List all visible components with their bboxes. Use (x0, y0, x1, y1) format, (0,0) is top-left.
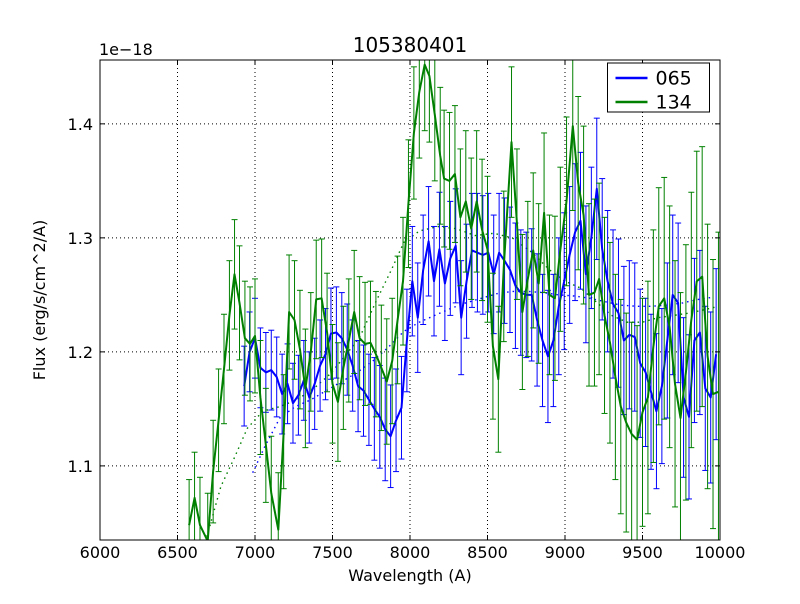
x-tick-label: 8000 (390, 543, 431, 562)
x-tick-label: 7500 (312, 543, 353, 562)
series-134-line (188, 63, 719, 540)
y-tick-label: 1.4 (68, 115, 93, 134)
series-134 (186, 60, 720, 540)
x-tick-label: 7000 (235, 543, 276, 562)
legend-box (607, 62, 710, 113)
x-tick-label: 8500 (467, 543, 508, 562)
x-tick-label: 10000 (695, 543, 746, 562)
axes-layer: 6000 6500 7000 7500 8000 8500 9000 9500 10000 1.1… (68, 59, 746, 562)
series-065 (241, 117, 720, 500)
y-axis-offset-label: 1e−18 (99, 40, 153, 59)
y-tick-label: 1.1 (68, 457, 93, 476)
y-axis-label: Flux (erg/s/cm^2/A) (30, 220, 49, 381)
x-tick-label: 9000 (545, 543, 586, 562)
series-065 smoothed-line (252, 290, 714, 473)
x-axis-label: Wavelength (A) (348, 566, 471, 585)
chart-title: 105380401 (353, 33, 468, 57)
legend-label-134: 134 (656, 92, 692, 114)
data-layer (186, 60, 720, 540)
legend-label-065: 065 (656, 68, 692, 90)
x-tick-label: 9500 (622, 543, 663, 562)
y-tick-label: 1.2 (68, 343, 93, 362)
x-tick-label: 6500 (157, 543, 198, 562)
series-065-smoothed (252, 290, 714, 473)
x-tick-label: 6000 (80, 543, 121, 562)
y-tick-label: 1.3 (68, 229, 93, 248)
